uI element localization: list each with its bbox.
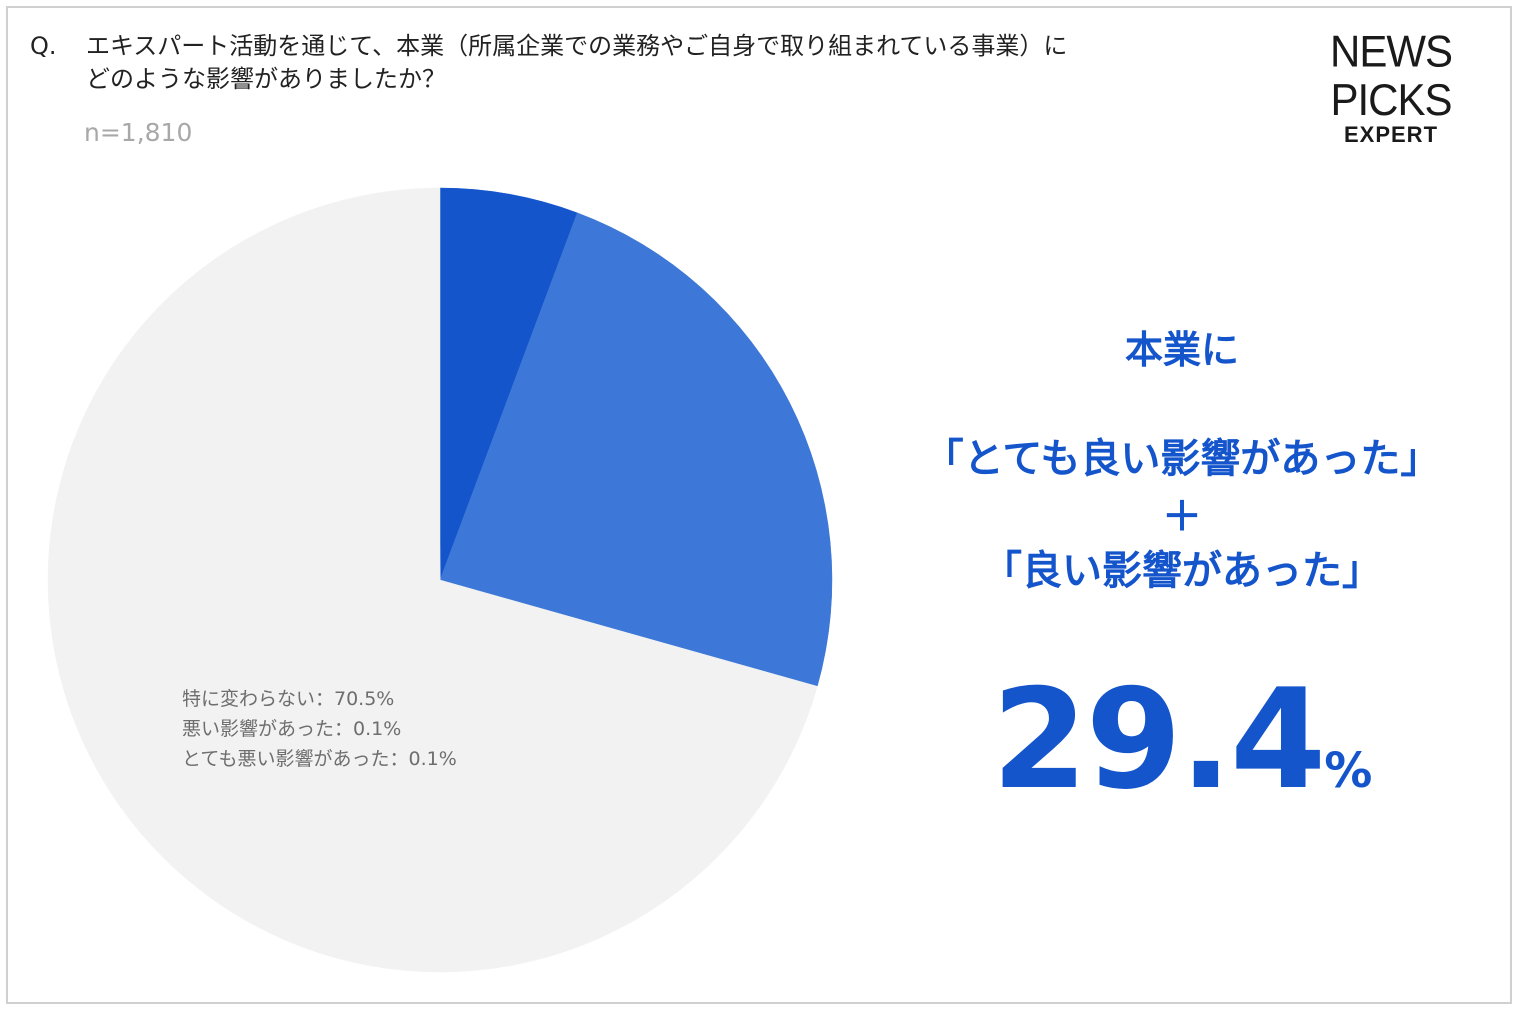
headline-plus: ＋ [1162, 494, 1202, 540]
label-no-change: 特に変わらない：70.5% [182, 688, 395, 710]
label-very-bad-effect: とても悪い影響があった：0.1% [182, 748, 457, 770]
pie-slice-0 [439, 187, 578, 581]
highlight-value: 29.4 [991, 659, 1326, 820]
logo-main-text: NEWS PICKS [1330, 26, 1453, 125]
headline-line-2: 「とても良い影響があった」 [923, 436, 1441, 482]
pie-chart [47, 187, 833, 973]
question-line-1: エキスパート活動を通じて、本業（所属企業での業務やご自身で取り組まれている事業）… [86, 32, 1068, 60]
newspicks-expert-logo: NEWS PICKS EXPERT [1284, 26, 1498, 148]
question-text: Q. エキスパート活動を通じて、本業（所属企業での業務やご自身で取り組まれている事… [30, 30, 1250, 96]
logo-sub-text: EXPERT [1343, 122, 1439, 147]
headline-line-1: 本業に [1124, 328, 1239, 372]
other-labels: 特に変わらない：70.5% 悪い影響があった：0.1% とても悪い影響があった：… [182, 684, 457, 774]
highlight-unit: % [1324, 743, 1373, 799]
question-line-2: どのような影響がありましたか？ [86, 65, 446, 93]
pie-slice-1 [439, 212, 833, 687]
headline-line-3: 「良い影響があった」 [982, 548, 1382, 594]
pie-slice-2 [47, 187, 818, 973]
pie-slice-4 [437, 187, 441, 581]
label-bad-effect: 悪い影響があった：0.1% [182, 718, 402, 740]
highlight-total: 29.4% [880, 660, 1484, 851]
sample-size: n=1,810 [84, 118, 193, 147]
question-prefix: Q. [30, 32, 57, 60]
